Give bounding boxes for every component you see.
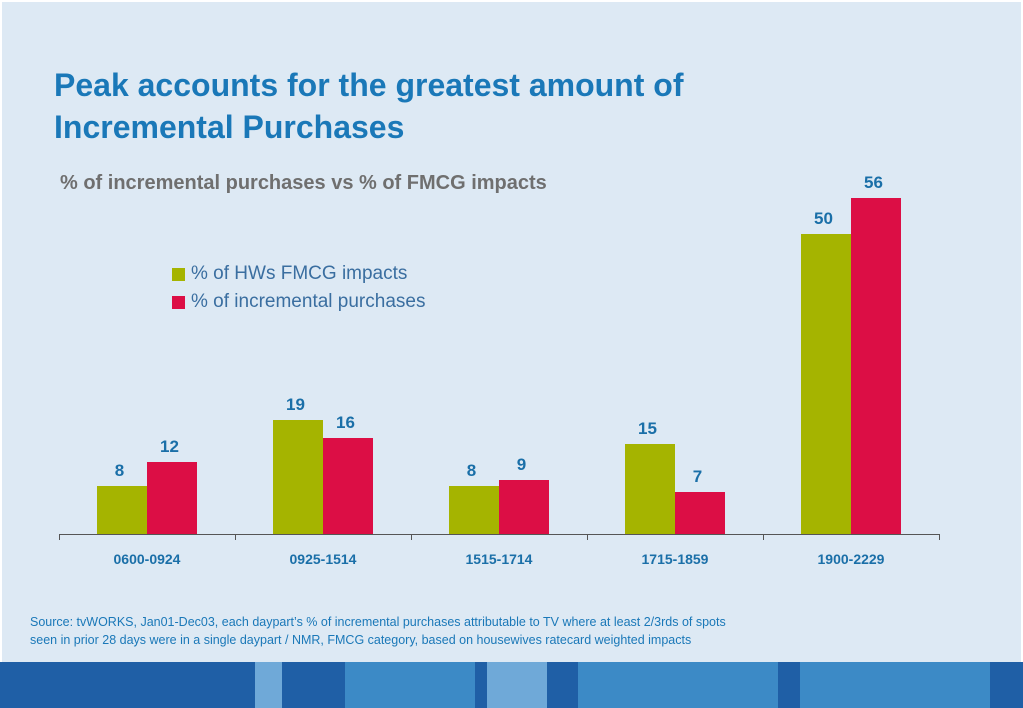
legend-swatch-incremental [172,295,185,309]
bar-incremental [323,438,373,534]
footer-block [345,662,475,708]
legend-swatch-impacts [172,267,185,281]
bar-incremental [147,462,197,534]
data-label: 19 [286,395,305,414]
footer-band [0,662,1023,708]
data-label: 7 [693,467,702,486]
bar-impacts [273,420,323,534]
data-label: 9 [517,455,526,474]
data-label: 12 [160,437,179,456]
footer-block [578,662,778,708]
bar-incremental [675,492,725,534]
legend-label-impacts: % of HWs FMCG impacts [191,263,408,284]
x-tick-label: 1715-1859 [642,551,709,567]
data-label: 56 [864,173,883,192]
bar-impacts [625,444,675,534]
legend-label-incremental: % of incremental purchases [191,291,426,312]
data-label: 15 [638,419,657,438]
x-tick-label: 0925-1514 [290,551,357,567]
chart-legend: % of HWs FMCG impacts % of incremental p… [172,260,425,316]
bar-impacts [449,486,499,534]
source-line-2: seen in prior 28 days were in a single d… [30,633,692,647]
bar-impacts [97,486,147,534]
legend-item-incremental: % of incremental purchases [172,288,425,316]
source-note: Source: tvWORKS, Jan01-Dec03, each daypa… [30,613,930,649]
title-line-1: Peak accounts for the greatest amount of [54,67,684,103]
legend-item-impacts: % of HWs FMCG impacts [172,260,425,288]
bar-incremental [499,480,549,534]
data-label: 8 [115,461,124,480]
data-label: 50 [814,209,833,228]
x-tick-label: 1900-2229 [818,551,885,567]
x-tick-label: 1515-1714 [466,551,533,567]
footer-block [255,662,282,708]
bar-impacts [801,234,851,534]
bar-incremental [851,198,901,534]
chart-title: % of incremental purchases vs % of FMCG … [60,172,547,194]
footer-block [800,662,990,708]
footer-block [487,662,547,708]
data-label: 8 [467,461,476,480]
data-label: 16 [336,413,355,432]
title-line-2: Incremental Purchases [54,109,405,145]
source-line-1: Source: tvWORKS, Jan01-Dec03, each daypa… [30,615,726,629]
page-title: Peak accounts for the greatest amount of… [54,64,874,148]
x-tick-label: 0600-0924 [114,551,181,567]
